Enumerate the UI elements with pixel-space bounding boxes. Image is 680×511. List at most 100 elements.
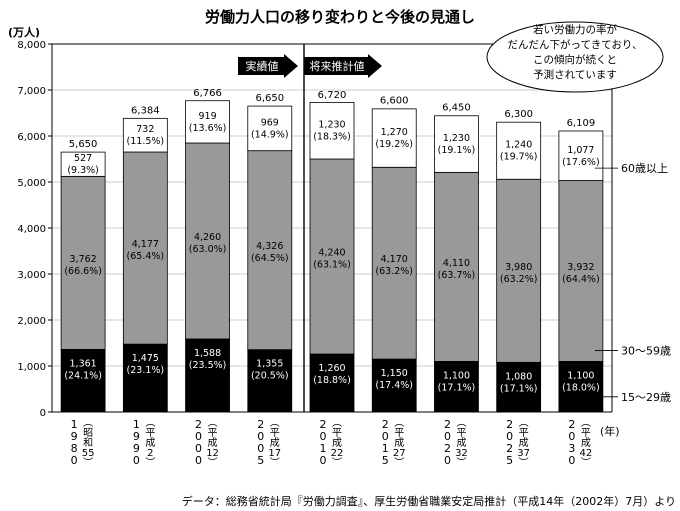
bar-group: 1,100(17.1%) 4,110(63.7%) 1,230(19.1%) 6,45… (434, 102, 479, 413)
segment-value-label: 1,230 (318, 120, 345, 131)
segment-value-label: 3,932 (567, 262, 594, 273)
y-axis-ticks: 0 1,000 2,000 3,000 4,000 5,000 6,000 7,000 8,00… (17, 40, 52, 419)
y-tick-label: 2,000 (17, 316, 46, 327)
segment-value-label: 4,110 (443, 258, 470, 269)
segment-percent-label: (17.6%) (562, 157, 600, 168)
y-tick-label: 8,000 (17, 40, 46, 51)
segment-percent-label: (13.6%) (189, 123, 227, 134)
segment-value-label: 1,100 (567, 370, 594, 381)
total-label: 6,384 (131, 105, 160, 116)
bar-group: 1,475(23.1%) 4,177(65.4%) 732(11.5%) 6,384 (122, 105, 168, 413)
segment-percent-label: (63.2%) (375, 266, 413, 277)
x-axis-unit: (年) (600, 424, 620, 438)
phase-arrows: 実績値 将来推計値 (238, 54, 382, 78)
x-tick-era: ︵平成 32 ︶ (455, 418, 468, 469)
segment-percent-label: (18.0%) (562, 382, 600, 393)
segment-value-label: 732 (136, 124, 154, 135)
segment-value-label: 4,177 (132, 239, 159, 250)
annotation-line-2: だんだん下がってきており、 (508, 38, 643, 51)
bar-segment (496, 121, 542, 180)
segment-value-label: 3,762 (70, 254, 97, 265)
segment-percent-label: (11.5%) (127, 136, 165, 147)
total-label: 6,600 (380, 95, 409, 106)
segment-percent-label: (64.5%) (251, 253, 289, 264)
x-tick-era: ︵平成 37 ︶ (517, 418, 530, 469)
bar-segment (558, 360, 604, 413)
y-tick-label: 0 (40, 408, 46, 419)
x-tick-era: ︵平成 22 ︶ (331, 418, 344, 469)
segment-value-label: 4,326 (256, 241, 283, 252)
bar-segment (247, 349, 293, 413)
annotation-line-1: 若い労働力の率が (533, 23, 617, 36)
segment-percent-label: (63.7%) (438, 270, 476, 281)
segment-percent-label: (64.4%) (562, 274, 600, 285)
annotation-line-3: この傾向が続くと (533, 53, 617, 66)
bars: 1,361(24.1%)3,762(66.6%)527(9.3%)5,6501,… (60, 88, 604, 413)
total-label: 6,766 (193, 88, 222, 99)
segment-value-label: 1,100 (443, 370, 470, 381)
segment-percent-label: (17.1%) (500, 383, 538, 394)
bar-segment (309, 353, 355, 413)
segment-percent-label: (18.8%) (313, 375, 351, 386)
segment-percent-label: (23.1%) (127, 365, 165, 376)
bar-segment (309, 102, 355, 160)
y-axis-unit: (万人) (8, 25, 40, 39)
bar-segment (60, 175, 106, 350)
segment-percent-label: (19.1%) (438, 145, 476, 156)
bar-segment (371, 108, 417, 168)
segment-value-label: 919 (198, 111, 216, 122)
segment-value-label: 1,240 (505, 140, 532, 151)
bar-group: 1,355(20.5%) 4,326(64.5%) 969(14.9%) 6,650 (247, 93, 293, 413)
y-tick-label: 4,000 (17, 224, 46, 235)
segment-value-label: 1,077 (567, 145, 594, 156)
x-tick-era: ︵平成 27 ︶ (393, 418, 406, 469)
segment-percent-label: (23.5%) (189, 360, 227, 371)
projection-label: 将来推計値 (310, 59, 365, 73)
bar-group: 1,588(23.5%) 4,260(63.0%) 919(13.6%) 6,766 (185, 88, 230, 413)
bar-segment (185, 338, 230, 413)
bar-segment (558, 130, 604, 181)
segment-value-label: 1,230 (443, 133, 470, 144)
segment-percent-label: (17.4%) (375, 380, 413, 391)
segment-value-label: 1,270 (381, 127, 408, 138)
segment-percent-label: (19.7%) (500, 152, 538, 163)
total-label: 6,450 (442, 102, 471, 113)
bar-group: 1,260(18.8%) 4,240(63.1%) 1,230(18.3%) 6,72… (309, 90, 355, 413)
annotation-bubble (486, 21, 664, 93)
segment-percent-label: (17.1%) (438, 382, 476, 393)
segment-value-label: 1,080 (505, 371, 532, 382)
bar-segment (122, 151, 168, 345)
y-tick-label: 3,000 (17, 270, 46, 281)
segment-value-label: 1,260 (318, 363, 345, 374)
segment-percent-label: (9.3%) (67, 165, 99, 176)
segment-percent-label: (24.1%) (64, 370, 102, 381)
y-tick-label: 1,000 (17, 362, 46, 373)
segment-value-label: 527 (74, 153, 92, 164)
segment-value-label: 1,475 (132, 353, 159, 364)
segment-percent-label: (19.2%) (375, 139, 413, 150)
total-label: 6,300 (504, 109, 533, 120)
segment-value-label: 1,588 (194, 348, 221, 359)
chart-title: 労働力人口の移り変わりと今後の見通し (205, 8, 475, 26)
x-tick-era: ︵平成 42 ︶ (580, 418, 593, 469)
projection-arrow (304, 54, 382, 78)
legend-label: 15～29歳 (621, 391, 671, 404)
legend-label: 30～59歳 (621, 345, 671, 358)
segment-value-label: 3,980 (505, 262, 532, 273)
x-tick-era: ︵平成 17 ︶ (268, 418, 281, 469)
y-tick-label: 7,000 (17, 86, 46, 97)
segment-value-label: 1,355 (256, 359, 283, 370)
bar-group: 1,361(24.1%) 3,762(66.6%) 527(9.3%) 5,650 (60, 139, 106, 413)
bar-segment (434, 115, 479, 173)
legend-label: 60歳以上 (621, 162, 668, 175)
bar-segment (122, 117, 168, 153)
segment-value-label: 1,361 (70, 358, 97, 369)
